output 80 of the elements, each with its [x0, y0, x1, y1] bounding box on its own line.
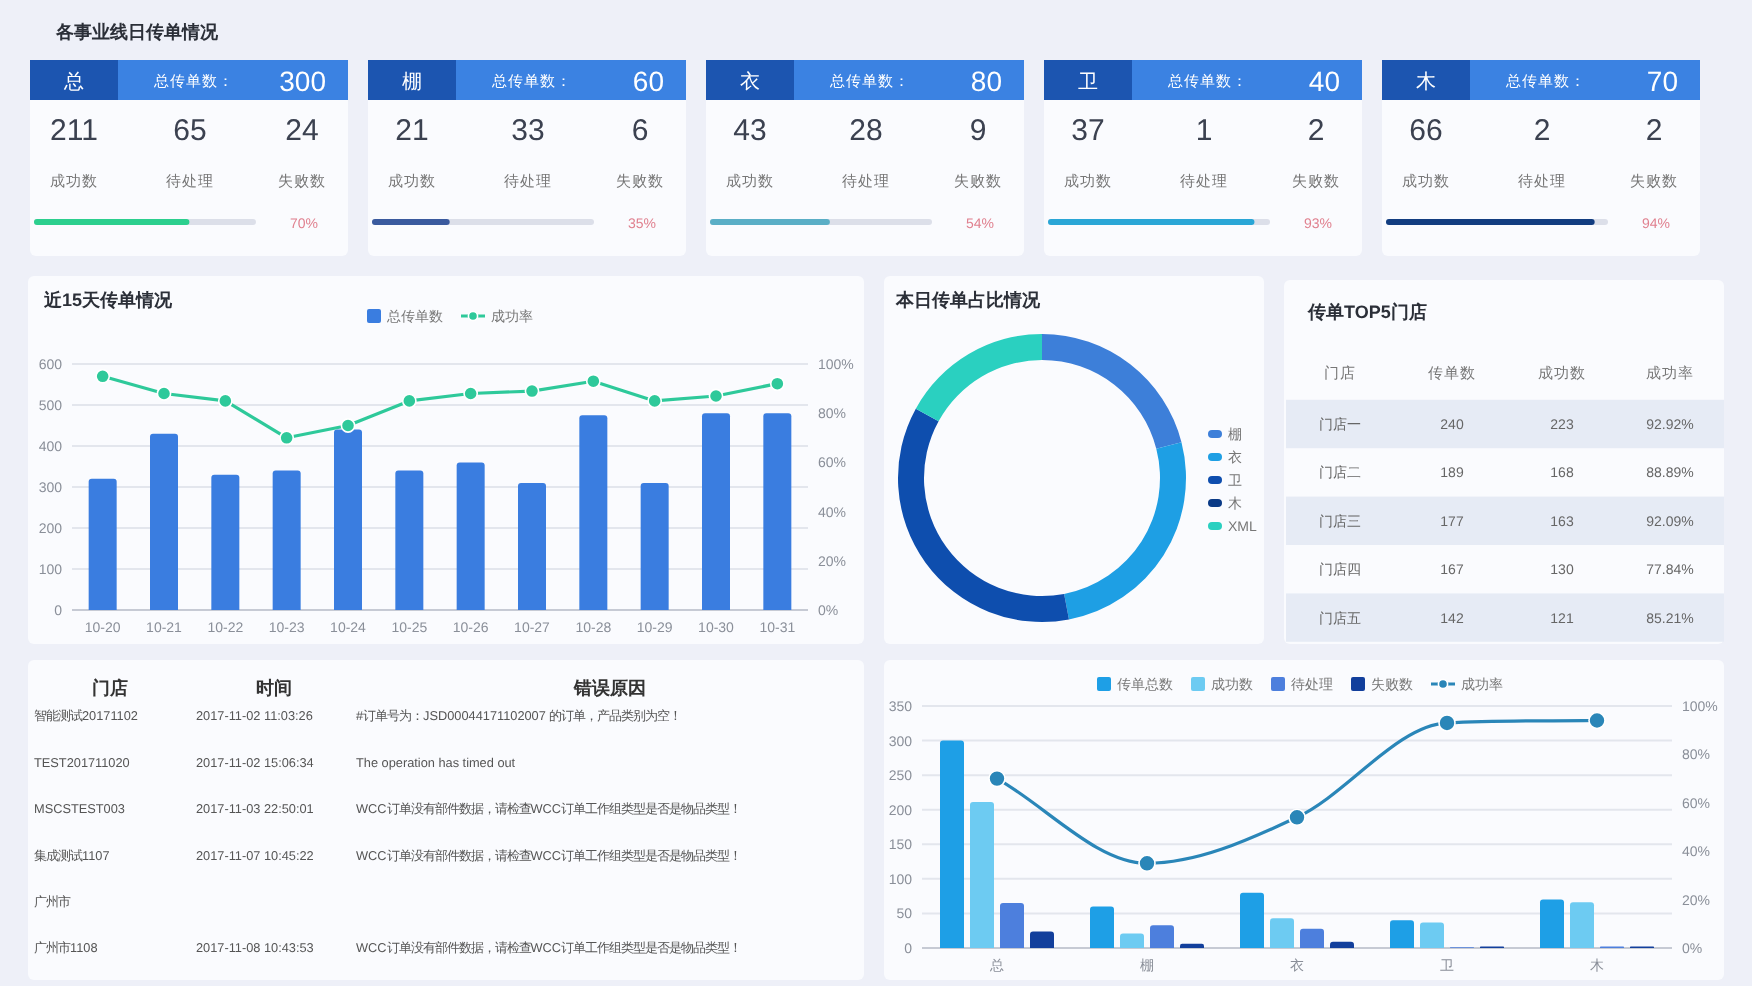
- data-label: 70: [1646, 65, 1679, 97]
- data-label: 37: [1071, 114, 1105, 148]
- bar: [272, 470, 301, 610]
- bar: [518, 482, 546, 610]
- data-label: 300: [279, 65, 327, 97]
- data-label: 1: [1195, 114, 1213, 148]
- data-label: 2: [1307, 114, 1325, 148]
- bar: [1420, 922, 1444, 948]
- point: [708, 388, 724, 404]
- data-label: 66: [1409, 114, 1443, 148]
- point: [1288, 808, 1306, 827]
- bar: [1540, 899, 1564, 948]
- text: 各事业线日传单情况: [54, 22, 220, 42]
- point: [585, 373, 601, 389]
- donut-slice: [915, 334, 1042, 422]
- data-label: 65: [173, 114, 207, 148]
- data-label: 60: [632, 65, 665, 97]
- data-label: 43: [733, 114, 767, 148]
- data-label: 24: [285, 114, 319, 148]
- bar: [1570, 902, 1594, 948]
- bar: [1300, 928, 1324, 948]
- data-label: 211: [50, 114, 98, 148]
- point: [95, 368, 111, 384]
- point: [524, 383, 540, 399]
- point: [647, 393, 663, 409]
- bar: [211, 474, 240, 610]
- category-label: 时间: [256, 678, 292, 698]
- data-label: 33: [511, 114, 545, 148]
- bar: [763, 413, 792, 610]
- point: [340, 418, 356, 433]
- donut-slice: [898, 408, 1069, 622]
- bar: [1120, 933, 1144, 948]
- data-label: 2: [1645, 114, 1663, 148]
- data-label: 9: [969, 114, 987, 148]
- bar: [1270, 918, 1294, 948]
- text: 传单TOP5门店: [1306, 302, 1427, 322]
- data-label: 40: [1308, 65, 1341, 97]
- point: [217, 393, 233, 409]
- point: [1438, 714, 1456, 732]
- bar: [456, 462, 485, 610]
- bar: [940, 740, 964, 948]
- category-label: 棚: [402, 70, 422, 94]
- bar: [1030, 931, 1054, 948]
- point: [769, 376, 785, 392]
- bar: [1240, 892, 1264, 948]
- category-label: 门店: [92, 678, 128, 698]
- donut-slice: [1064, 442, 1186, 620]
- bar: [150, 433, 178, 610]
- chart-title: 近15天传单情况: [42, 290, 175, 310]
- bar: [702, 413, 730, 610]
- point: [401, 393, 417, 409]
- category-label: 卫: [1078, 72, 1098, 94]
- data-label: 6: [631, 114, 649, 148]
- bar: [1330, 941, 1354, 948]
- data-label: 28: [849, 114, 883, 148]
- bar: [640, 482, 669, 610]
- bar: [1000, 903, 1024, 948]
- bar: [1390, 920, 1414, 948]
- point: [463, 386, 479, 401]
- category-label: 总: [62, 70, 84, 94]
- bar: [579, 415, 608, 610]
- data-label: 21: [395, 114, 429, 148]
- bar: [1090, 906, 1114, 948]
- data-label: 80: [970, 65, 1003, 97]
- point: [279, 430, 295, 446]
- point: [1588, 711, 1606, 730]
- category-label: 木: [1416, 70, 1436, 94]
- chart-title: 本日传单占比情况: [894, 290, 1042, 310]
- data-label: 2: [1533, 114, 1551, 148]
- bar: [334, 429, 362, 610]
- point: [988, 769, 1006, 788]
- bar: [1150, 925, 1174, 948]
- bar: [395, 470, 424, 610]
- bar: [88, 478, 117, 610]
- category-label: 错误原因: [572, 678, 646, 698]
- point: [1138, 854, 1156, 873]
- bar: [970, 802, 994, 948]
- point: [156, 386, 172, 401]
- donut-slice: [1042, 334, 1182, 449]
- category-label: 衣: [740, 70, 760, 94]
